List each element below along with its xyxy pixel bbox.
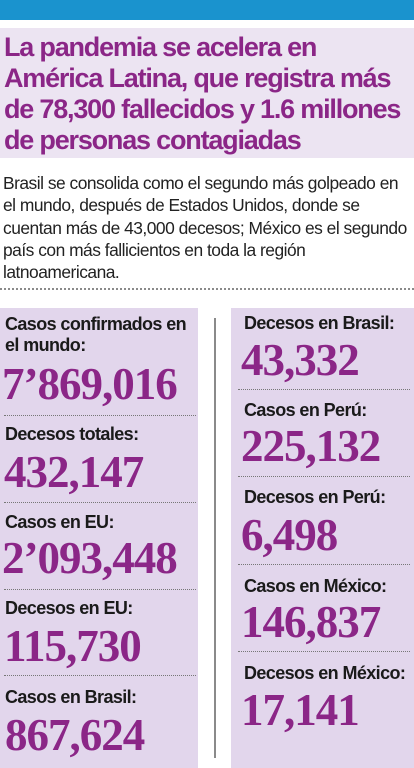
stat-separator: [238, 651, 410, 652]
stat-label-mexico-deaths: Decesos en México:: [244, 663, 406, 683]
stat-value-us-deaths: 115,730: [4, 621, 142, 671]
stat-label-brazil-deaths: Decesos en Brasil:: [244, 313, 395, 333]
summary-divider: [0, 288, 414, 290]
stat-separator: [238, 476, 410, 477]
stat-separator: [238, 389, 410, 390]
stat-separator: [4, 675, 196, 676]
stat-label-peru-deaths: Decesos en Perú:: [244, 487, 386, 507]
stat-value-peru-deaths: 6,498: [241, 510, 338, 560]
top-accent-bar: [0, 0, 414, 20]
headline: La pandemia se acelera en América Latina…: [4, 32, 401, 155]
right-stats-panel: [231, 308, 414, 768]
stat-label-world-cases: Casos confirmados en el mundo:: [5, 314, 187, 355]
column-divider: [214, 318, 216, 758]
headline-background: [0, 28, 414, 158]
stat-separator: [4, 415, 196, 416]
stat-label-total-deaths: Decesos totales:: [5, 424, 139, 444]
left-stats-panel: [0, 308, 198, 768]
stat-value-brazil-deaths: 43,332: [241, 335, 360, 385]
stat-label-brazil-cases: Casos en Brasil:: [5, 687, 137, 707]
stat-value-mexico-deaths: 17,141: [241, 685, 360, 735]
stat-separator: [238, 564, 410, 565]
stat-value-total-deaths: 432,147: [4, 447, 144, 497]
stat-label-us-cases: Casos en EU:: [5, 512, 114, 532]
stat-value-mexico-cases: 146,837: [241, 597, 381, 647]
summary-text: Brasil se consolida como el segundo más …: [3, 173, 407, 283]
stat-value-world-cases: 7’869,016: [2, 359, 178, 409]
stat-label-mexico-cases: Casos en México:: [244, 576, 387, 596]
stat-label-peru-cases: Casos en Perú:: [244, 400, 367, 420]
stat-value-peru-cases: 225,132: [241, 421, 381, 471]
stat-separator: [4, 502, 196, 503]
stat-value-brazil-cases: 867,624: [5, 710, 145, 760]
stat-value-us-cases: 2’093,448: [2, 533, 178, 583]
stat-label-us-deaths: Decesos en EU:: [5, 598, 133, 618]
stat-separator: [4, 589, 196, 590]
